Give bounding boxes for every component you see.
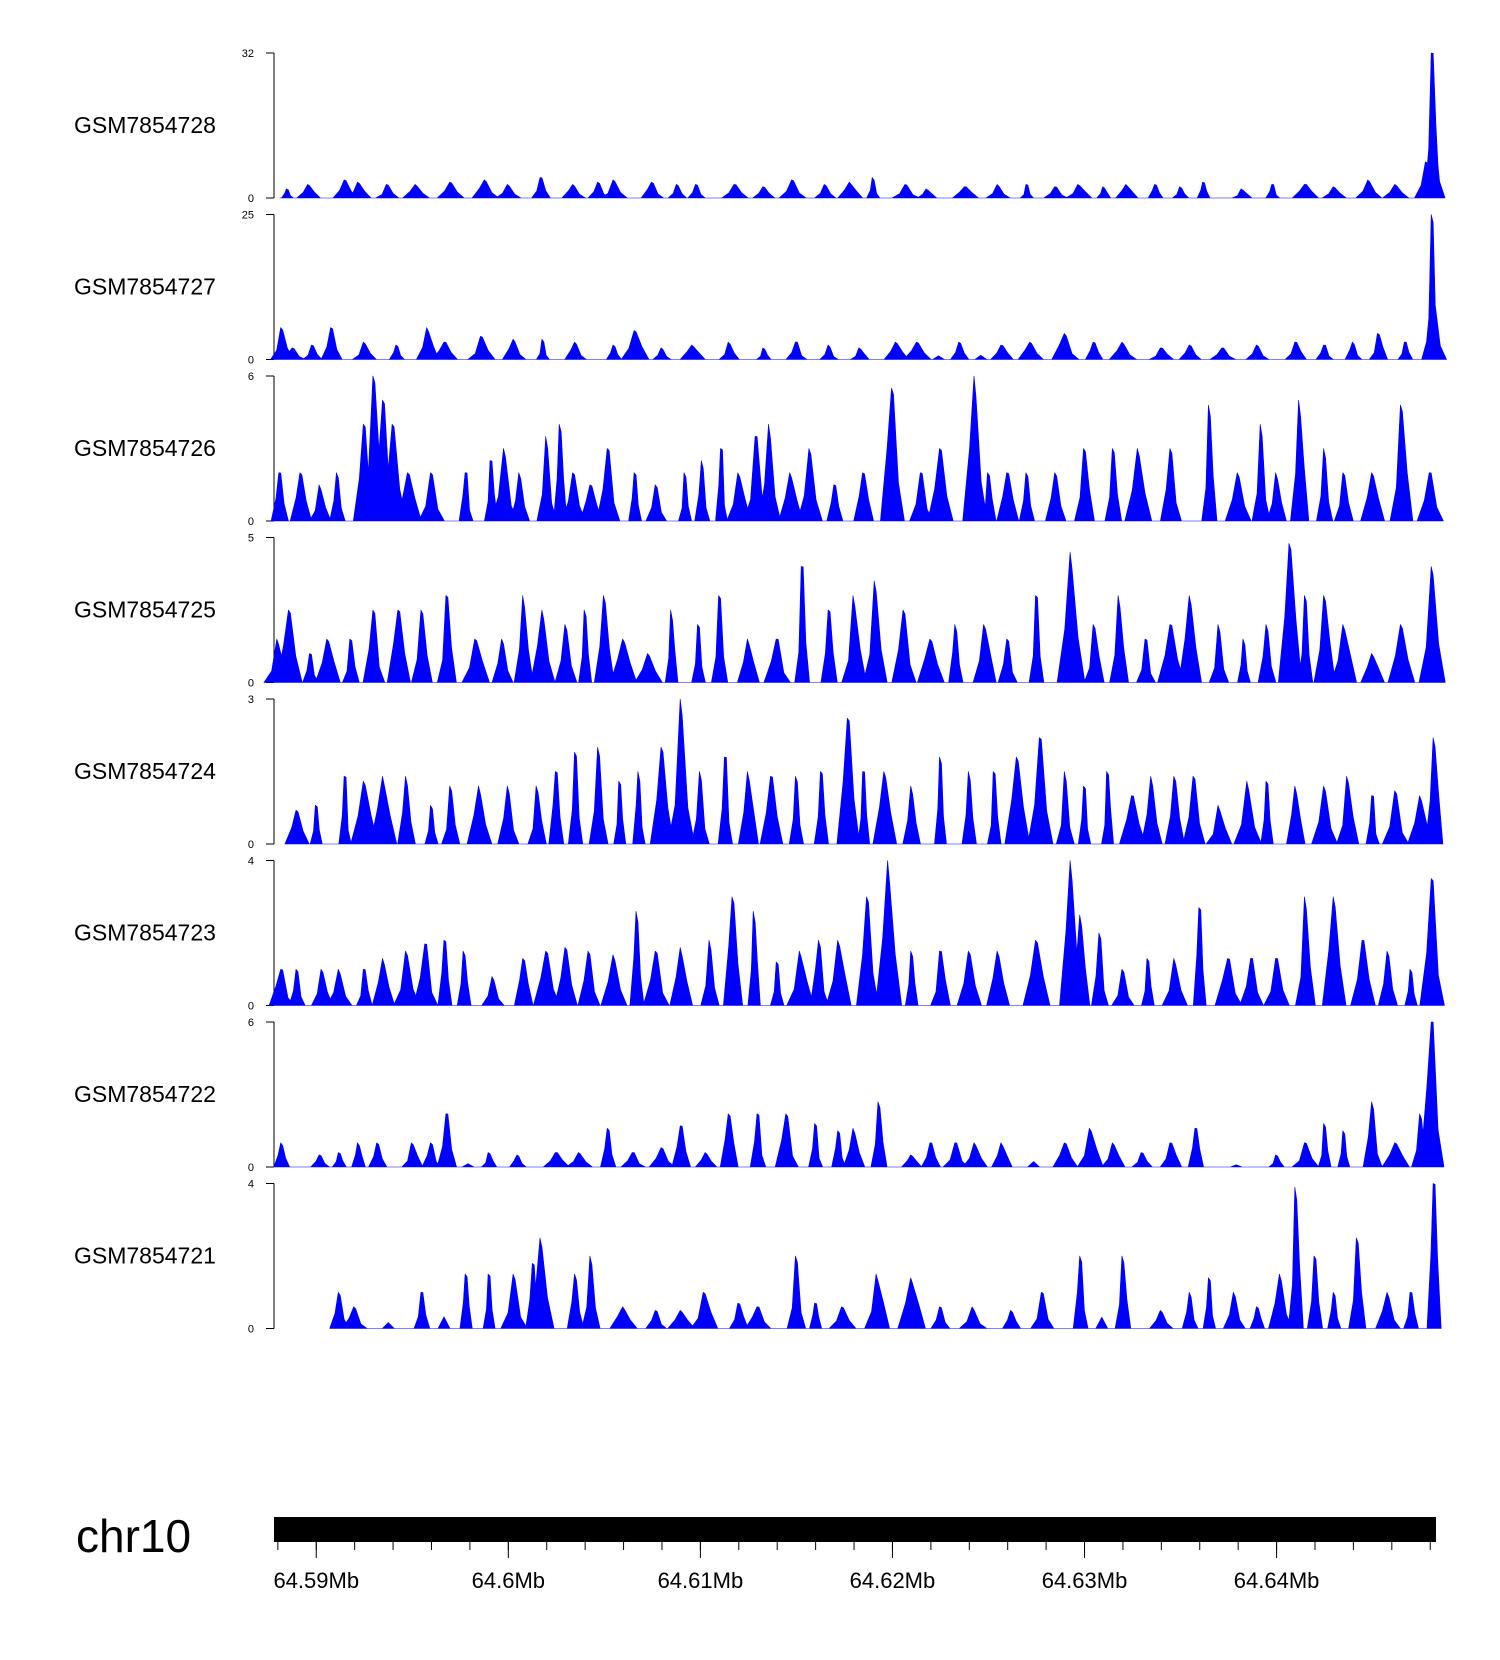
y-tick-label-max: 4	[248, 1179, 254, 1191]
genome-axis-tick-label: 64.64Mb	[1234, 1568, 1320, 1593]
genome-axis-tick-label: 64.59Mb	[273, 1568, 359, 1593]
y-tick-label-max: 6	[248, 371, 254, 383]
genome-axis-tick-label: 64.63Mb	[1042, 1568, 1128, 1593]
y-tick-label-min: 0	[248, 1162, 254, 1174]
coverage-area-GSM7854724	[284, 698, 1444, 845]
coverage-area-GSM7854722	[273, 1021, 1445, 1168]
y-tick-label-min: 0	[248, 516, 254, 528]
track-label: GSM7854725	[74, 597, 216, 623]
coverage-area-GSM7854726	[270, 375, 1444, 522]
track-label: GSM7854727	[74, 274, 216, 300]
coverage-area-GSM7854725	[263, 543, 1446, 683]
y-tick-label-min: 0	[248, 193, 254, 205]
y-tick-label-max: 4	[248, 856, 254, 868]
coverage-area-GSM7854721	[329, 1183, 1442, 1329]
y-tick-label-min: 0	[248, 839, 254, 851]
y-tick-label-max: 25	[242, 210, 254, 222]
track-label: GSM7854728	[74, 112, 216, 138]
y-tick-label-max: 5	[248, 533, 254, 545]
y-tick-label-min: 0	[248, 355, 254, 367]
y-tick-label-min: 0	[248, 678, 254, 690]
genome-axis-tick-label: 64.6Mb	[472, 1568, 545, 1593]
track-label: GSM7854721	[74, 1243, 216, 1269]
y-tick-label-max: 6	[248, 1017, 254, 1029]
track-label: GSM7854723	[74, 920, 216, 946]
coverage-area-GSM7854728	[279, 52, 1446, 199]
genome-axis-bar	[274, 1517, 1436, 1542]
track-label: GSM7854722	[74, 1081, 216, 1107]
genome-axis-tick-label: 64.62Mb	[850, 1568, 936, 1593]
chromosome-label: chr10	[76, 1510, 191, 1562]
coverage-area-GSM7854723	[268, 860, 1445, 1006]
track-label: GSM7854724	[74, 758, 216, 784]
y-tick-label-max: 3	[248, 694, 254, 706]
genome-axis-tick-label: 64.61Mb	[658, 1568, 744, 1593]
y-tick-label-min: 0	[248, 1001, 254, 1013]
coverage-area-GSM7854727	[270, 214, 1447, 360]
y-tick-label-min: 0	[248, 1324, 254, 1336]
track-label: GSM7854726	[74, 435, 216, 461]
y-tick-label-max: 32	[242, 48, 254, 60]
